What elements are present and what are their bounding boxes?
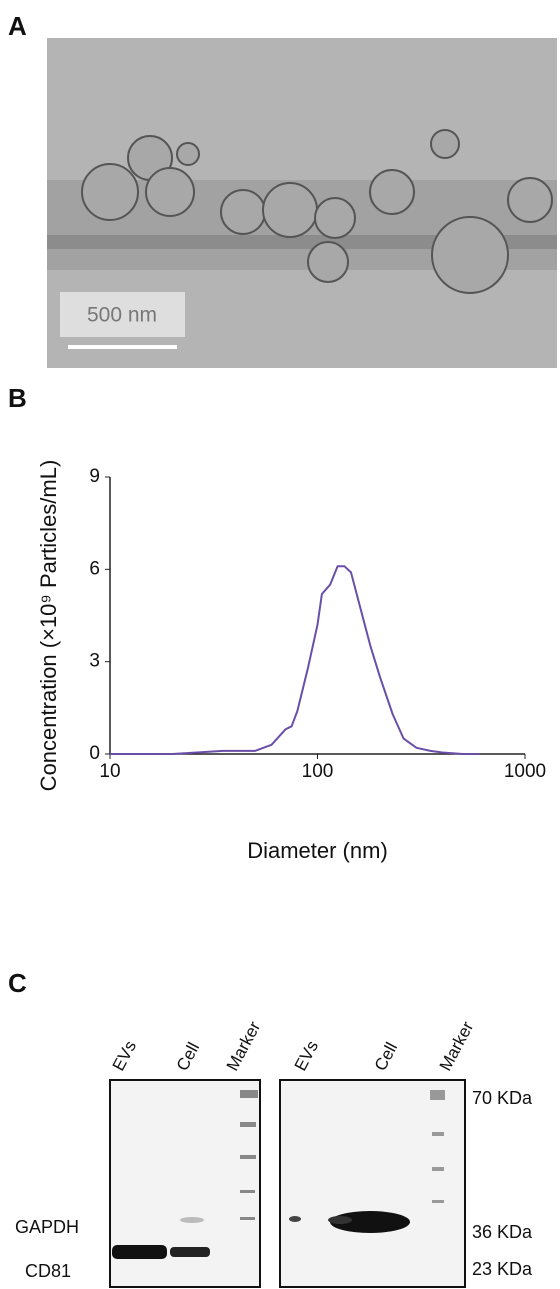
y-axis-label: Concentration (×10⁹ Particles/mL) — [36, 460, 61, 792]
lane-label: Marker — [436, 1018, 478, 1074]
blot-right — [279, 1079, 466, 1288]
y-tick-label: 0 — [89, 743, 100, 764]
row-label: GAPDH — [15, 1217, 79, 1237]
chart: 0 3 6 9 10 100 1000 Diameter (nm) Concentration … — [36, 460, 546, 863]
marker-label: 23 KDa — [472, 1259, 533, 1279]
marker-label: 70 KDa — [472, 1088, 533, 1108]
y-tick-label: 9 — [89, 466, 100, 487]
row-label: CD81 — [25, 1261, 71, 1281]
marker-label: 36 KDa — [472, 1222, 533, 1242]
y-tick-label: 3 — [89, 651, 100, 672]
x-tick-label: 1000 — [504, 761, 546, 782]
x-axis-label: Diameter (nm) — [247, 838, 388, 863]
panel-label: C — [8, 968, 27, 998]
lane-label: Marker — [223, 1018, 265, 1074]
x-tick-label: 10 — [99, 761, 120, 782]
y-tick-label: 6 — [89, 558, 100, 579]
tem-image — [47, 38, 557, 368]
x-tick-label: 100 — [302, 761, 334, 782]
scale-bar-label: 500 nm — [87, 304, 157, 327]
lane-label: EVs — [291, 1038, 322, 1074]
panel-label: B — [8, 383, 27, 413]
blot-left — [109, 1079, 261, 1288]
lane-label: EVs — [109, 1038, 140, 1074]
lane-label: Cell — [371, 1039, 402, 1074]
lane-label: Cell — [173, 1039, 204, 1074]
panel-label: A — [8, 11, 27, 41]
data-line — [110, 565, 479, 755]
